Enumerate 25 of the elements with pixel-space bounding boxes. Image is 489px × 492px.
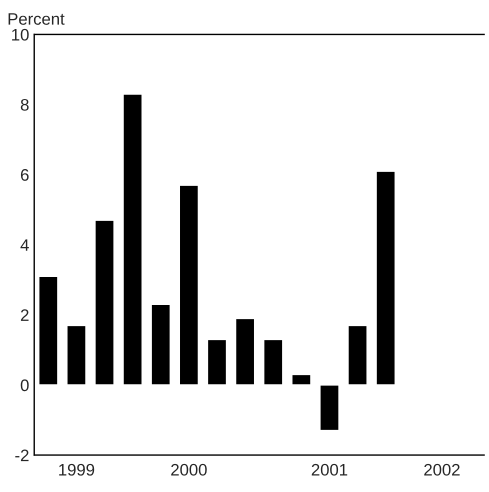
x-tick-label: 2001 — [312, 464, 348, 476]
x-tick-label: 1999 — [59, 464, 94, 476]
y-tick-label: 6 — [20, 169, 29, 181]
bar — [319, 384, 340, 432]
x-tick-label: 2000 — [171, 464, 207, 476]
y-tick-label: 8 — [20, 98, 29, 111]
bar — [262, 338, 284, 386]
bar — [234, 318, 256, 386]
bar — [94, 220, 115, 386]
bar — [178, 184, 200, 386]
bar — [150, 304, 172, 386]
y-tick-label: 0 — [20, 379, 29, 392]
bar — [375, 170, 396, 386]
y-axis-title: Percent — [8, 13, 65, 25]
bar — [291, 374, 312, 386]
bar — [347, 324, 368, 386]
x-tick-label: 2002 — [424, 464, 460, 476]
y-tick-label: 4 — [20, 239, 29, 251]
y-tick-label: 10 — [12, 28, 29, 41]
bar — [122, 93, 143, 386]
y-tick-label: 2 — [20, 309, 29, 321]
bar — [66, 324, 87, 386]
bar — [38, 276, 59, 386]
bar — [206, 338, 228, 386]
y-tick-label: -2 — [15, 450, 29, 462]
